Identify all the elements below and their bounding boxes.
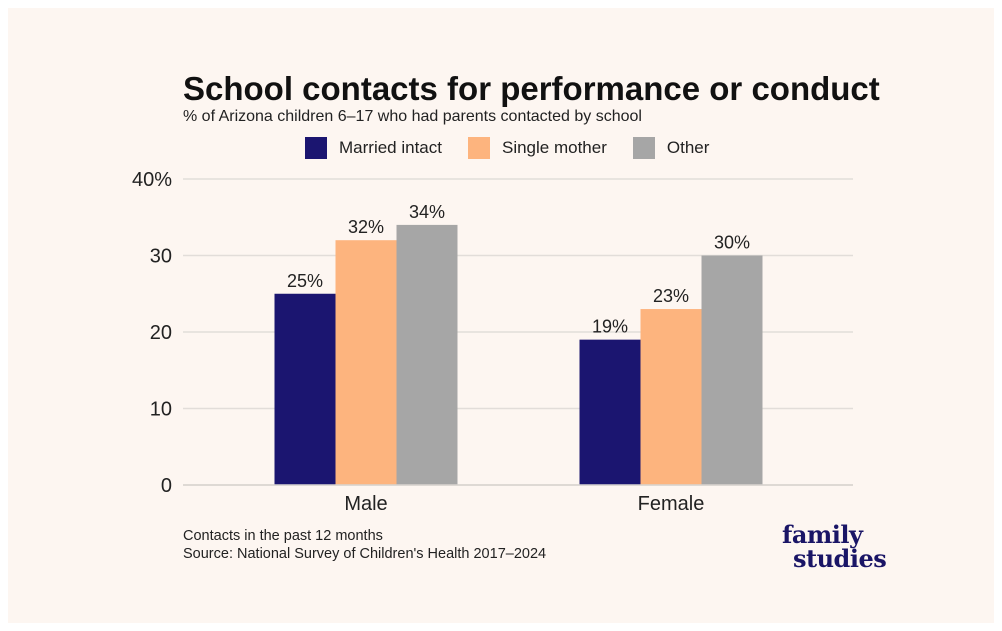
legend-item-other: Other bbox=[632, 137, 710, 159]
family-studies-logo: family studies bbox=[782, 520, 887, 573]
y-tick-label: 10 bbox=[150, 399, 172, 421]
chart-card bbox=[8, 8, 994, 623]
logo-line-2: studies bbox=[793, 544, 887, 573]
legend-swatch-other bbox=[632, 137, 655, 159]
data-label: 23% bbox=[653, 286, 689, 306]
y-tick-label: 0 bbox=[161, 475, 172, 497]
bar bbox=[335, 240, 397, 485]
chart-title: School contacts for performance or condu… bbox=[183, 70, 880, 107]
y-tick-label: 20 bbox=[150, 322, 172, 344]
legend-label-other: Other bbox=[666, 138, 710, 157]
data-label: 34% bbox=[409, 202, 445, 222]
x-tick-label: Male bbox=[344, 493, 387, 515]
legend-label-single-mother: Single mother bbox=[501, 138, 607, 157]
bar bbox=[396, 224, 458, 485]
data-label: 30% bbox=[714, 233, 750, 253]
bar bbox=[274, 293, 336, 485]
footnote-note: Contacts in the past 12 months bbox=[183, 528, 383, 544]
legend-swatch-married-intact bbox=[305, 137, 327, 159]
bar bbox=[701, 255, 763, 485]
legend-swatch-single-mother bbox=[467, 137, 490, 159]
bar bbox=[640, 309, 702, 485]
logo-line-1: family bbox=[782, 520, 863, 549]
y-tick-label: 30 bbox=[150, 246, 172, 268]
legend-label-married-intact: Married intact bbox=[339, 138, 442, 157]
data-label: 25% bbox=[287, 271, 323, 291]
data-label: 32% bbox=[348, 217, 384, 237]
x-tick-label: Female bbox=[638, 493, 705, 515]
bar bbox=[579, 339, 641, 485]
y-tick-label: 40% bbox=[132, 169, 172, 191]
footnote: Contacts in the past 12 months Source: N… bbox=[183, 527, 546, 563]
chart-subtitle: % of Arizona children 6–17 who had paren… bbox=[183, 108, 642, 125]
legend-item-married-intact: Married intact bbox=[305, 137, 442, 159]
legend: Married intact Single mother Other bbox=[305, 137, 735, 159]
data-label: 19% bbox=[592, 317, 628, 337]
legend-item-single-mother: Single mother bbox=[467, 137, 607, 159]
footnote-source: Source: National Survey of Children's He… bbox=[183, 546, 547, 562]
